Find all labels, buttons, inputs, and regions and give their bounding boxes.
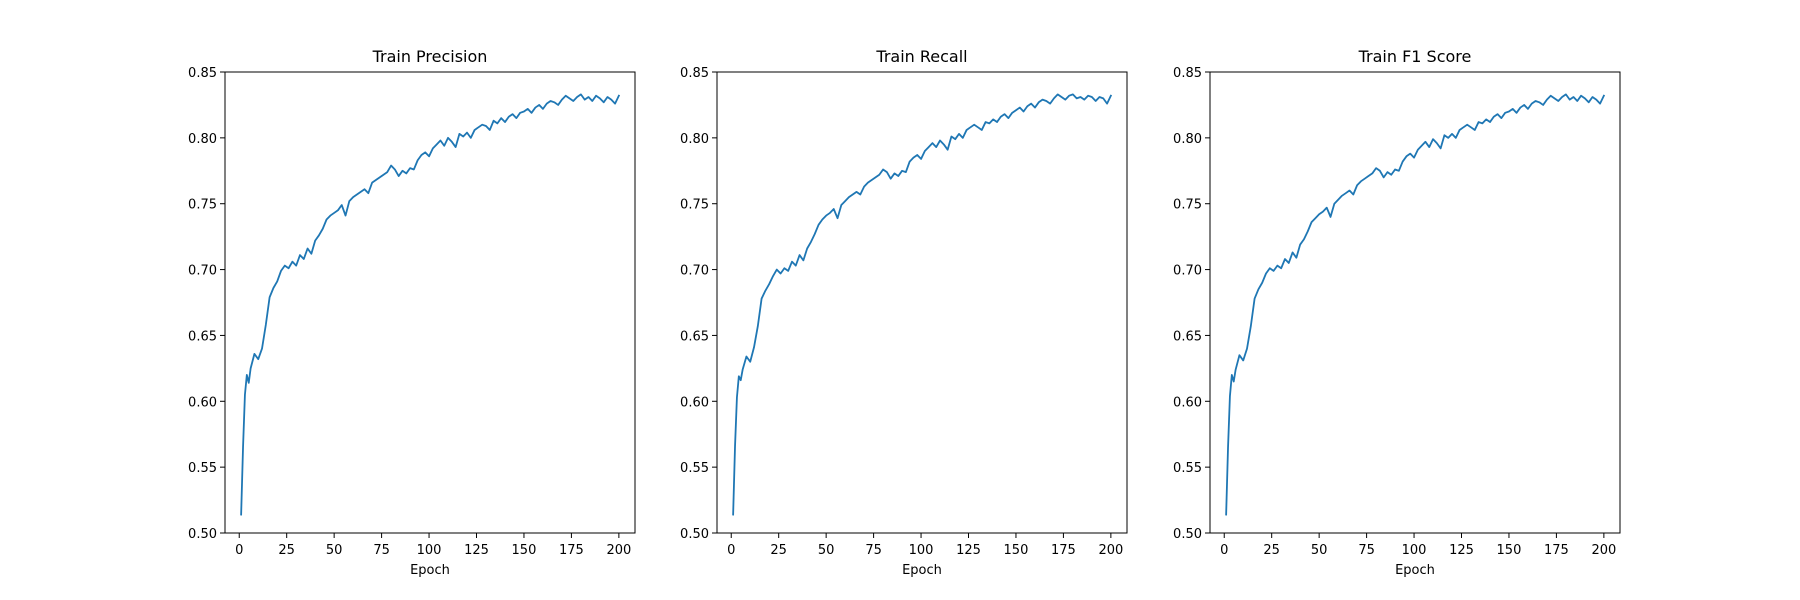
axes-frame-recall xyxy=(716,71,1128,534)
x-axis-label-precision: Epoch xyxy=(410,563,450,578)
series-line-precision xyxy=(240,93,621,516)
x-tick-label: 25 xyxy=(1263,543,1280,558)
chart-title-recall: Train Recall xyxy=(875,47,967,66)
y-tick-label: 0.70 xyxy=(188,264,217,279)
x-tick-label: 200 xyxy=(1098,543,1123,558)
y-tick-label: 0.55 xyxy=(188,461,217,476)
y-tick-label: 0.50 xyxy=(188,527,217,542)
x-tick-label: 50 xyxy=(326,543,343,558)
chart-recall: 0 25 50 75 100 125 150 175 200 0.50 0.55 0.60 0.65 0.… xyxy=(680,47,1128,578)
x-tick-label: 75 xyxy=(373,543,390,558)
y-tick-label: 0.65 xyxy=(1173,329,1202,344)
y-tick-label: 0.70 xyxy=(1173,264,1202,279)
x-tick-label: 75 xyxy=(1358,543,1375,558)
chart-f1: 0 25 50 75 100 125 150 175 200 0.50 0.55 0.60 0.65 0.… xyxy=(1173,47,1621,578)
x-tick-label: 0 xyxy=(1220,543,1228,558)
x-tick-label: 125 xyxy=(1449,543,1474,558)
x-axis-label-recall: Epoch xyxy=(902,563,942,578)
y-tick-label: 0.75 xyxy=(188,198,217,213)
y-tick-label: 0.80 xyxy=(188,132,217,147)
x-tick-label: 150 xyxy=(1497,543,1522,558)
x-tick-label: 0 xyxy=(727,543,735,558)
x-tick-label: 100 xyxy=(1402,543,1427,558)
x-tick-label: 50 xyxy=(818,543,835,558)
x-tick-label: 175 xyxy=(1051,543,1076,558)
y-tick-label: 0.70 xyxy=(680,264,709,279)
x-tick-label: 200 xyxy=(1591,543,1616,558)
x-tick-label: 25 xyxy=(278,543,295,558)
chart-title-precision: Train Precision xyxy=(372,47,488,66)
y-tick-label: 0.80 xyxy=(1173,132,1202,147)
y-tick-label: 0.80 xyxy=(680,132,709,147)
y-tick-label: 0.60 xyxy=(188,395,217,410)
x-tick-label: 175 xyxy=(559,543,584,558)
y-tick-label: 0.55 xyxy=(680,461,709,476)
y-tick-label: 0.50 xyxy=(1173,527,1202,542)
x-tick-label: 125 xyxy=(464,543,489,558)
x-tick-label: 175 xyxy=(1544,543,1569,558)
y-tick-label: 0.85 xyxy=(1173,66,1202,81)
x-tick-label: 100 xyxy=(417,543,442,558)
y-tick-label: 0.85 xyxy=(680,66,709,81)
y-tick-label: 0.75 xyxy=(680,198,709,213)
y-tick-label: 0.65 xyxy=(680,329,709,344)
x-tick-label: 125 xyxy=(956,543,981,558)
y-tick-label: 0.85 xyxy=(188,66,217,81)
y-tick-label: 0.55 xyxy=(1173,461,1202,476)
x-tick-label: 75 xyxy=(865,543,882,558)
x-tick-label: 50 xyxy=(1311,543,1328,558)
chart-precision: 0 25 50 75 100 125 150 175 200 0.50 0.55 0.60 0.65 0.… xyxy=(188,47,636,578)
x-tick-label: 25 xyxy=(770,543,787,558)
y-tick-label: 0.65 xyxy=(188,329,217,344)
axes-frame-precision xyxy=(224,71,636,534)
y-tick-label: 0.60 xyxy=(680,395,709,410)
series-line-recall xyxy=(732,93,1113,516)
series-line-f1 xyxy=(1225,93,1606,516)
x-tick-label: 150 xyxy=(1004,543,1029,558)
x-tick-label: 100 xyxy=(909,543,934,558)
x-tick-label: 150 xyxy=(512,543,537,558)
y-tick-label: 0.75 xyxy=(1173,198,1202,213)
x-tick-label: 0 xyxy=(235,543,243,558)
y-tick-label: 0.50 xyxy=(680,527,709,542)
chart-title-f1: Train F1 Score xyxy=(1358,47,1472,66)
x-tick-label: 200 xyxy=(606,543,631,558)
y-tick-label: 0.60 xyxy=(1173,395,1202,410)
axes-frame-f1 xyxy=(1209,71,1621,534)
x-axis-label-f1: Epoch xyxy=(1395,563,1435,578)
